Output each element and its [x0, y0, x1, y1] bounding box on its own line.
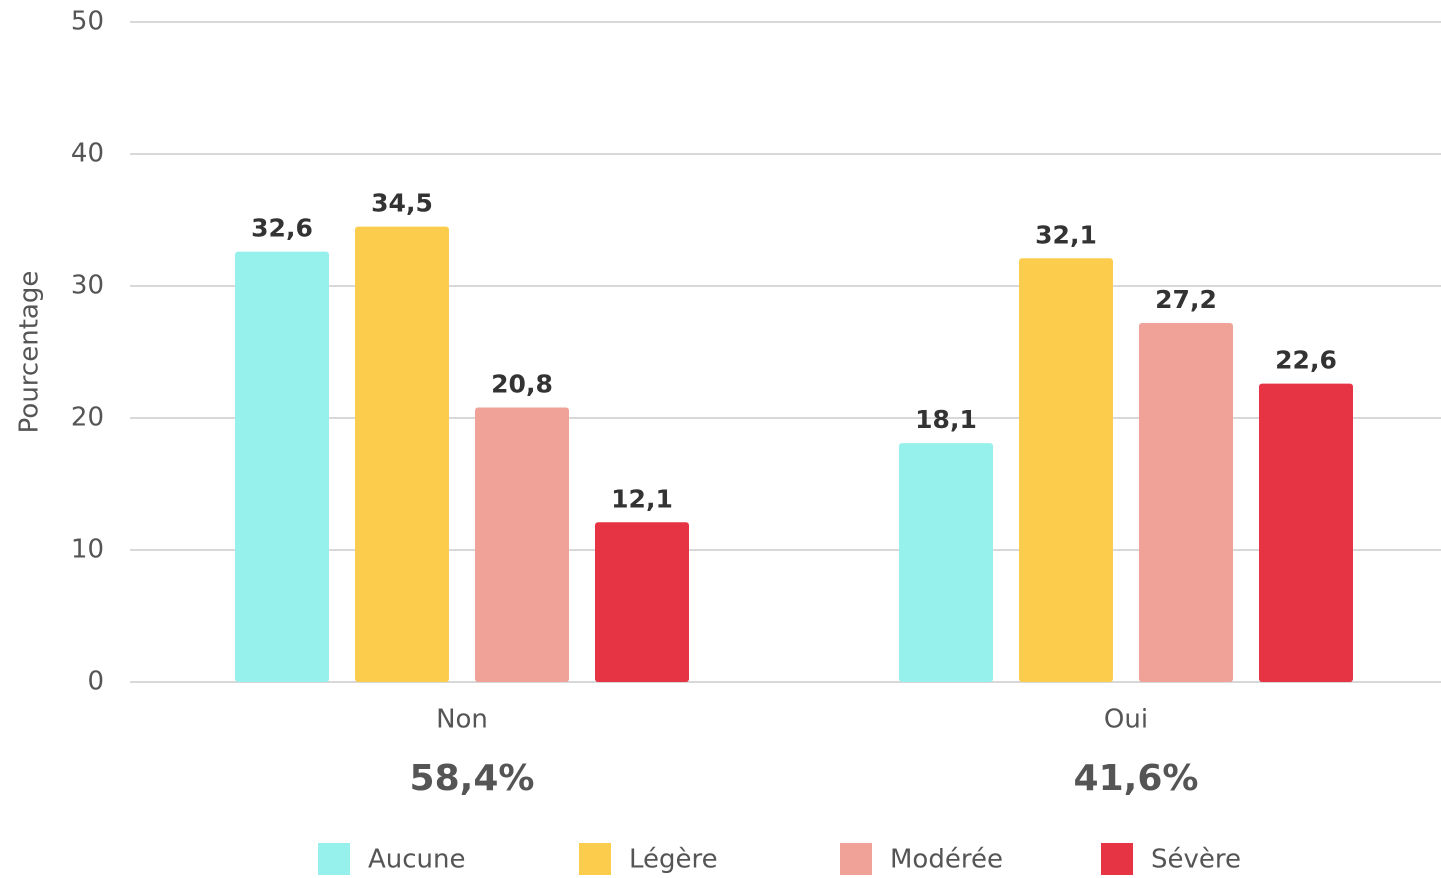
- bar: [355, 226, 449, 682]
- legend-swatch: [1101, 843, 1133, 875]
- bar: [1259, 383, 1353, 682]
- y-tick-label: 20: [71, 403, 104, 433]
- bar: [235, 251, 329, 682]
- y-tick-label: 30: [71, 271, 104, 301]
- legend-label: Modérée: [890, 845, 1003, 875]
- legend-swatch: [840, 843, 872, 875]
- y-tick-label: 50: [71, 7, 104, 37]
- value-label: 32,6: [251, 214, 313, 243]
- legend-label: Aucune: [368, 845, 466, 875]
- y-tick-label: 0: [87, 667, 104, 697]
- bar: [475, 407, 569, 682]
- category-annotation: 41,6%: [1074, 758, 1199, 799]
- value-label: 32,1: [1035, 220, 1097, 249]
- value-label: 22,6: [1275, 346, 1337, 375]
- legend-label: Sévère: [1151, 845, 1241, 875]
- bar: [899, 443, 993, 682]
- y-axis-label: Pourcentage: [15, 271, 45, 434]
- value-label: 18,1: [915, 405, 977, 434]
- bar: [1139, 322, 1233, 682]
- bar: [1019, 258, 1113, 682]
- legend-swatch: [318, 843, 350, 875]
- x-tick-label: Non: [436, 705, 488, 735]
- bar: [595, 522, 689, 682]
- category-annotation: 58,4%: [410, 758, 535, 799]
- value-label: 12,1: [611, 484, 673, 513]
- y-tick-label: 10: [71, 535, 104, 565]
- value-label: 20,8: [491, 369, 553, 398]
- x-tick-label: Oui: [1104, 705, 1148, 735]
- legend-label: Légère: [629, 845, 718, 875]
- value-label: 34,5: [371, 189, 433, 218]
- y-tick-label: 40: [71, 139, 104, 169]
- value-label: 27,2: [1155, 285, 1217, 314]
- legend-swatch: [579, 843, 611, 875]
